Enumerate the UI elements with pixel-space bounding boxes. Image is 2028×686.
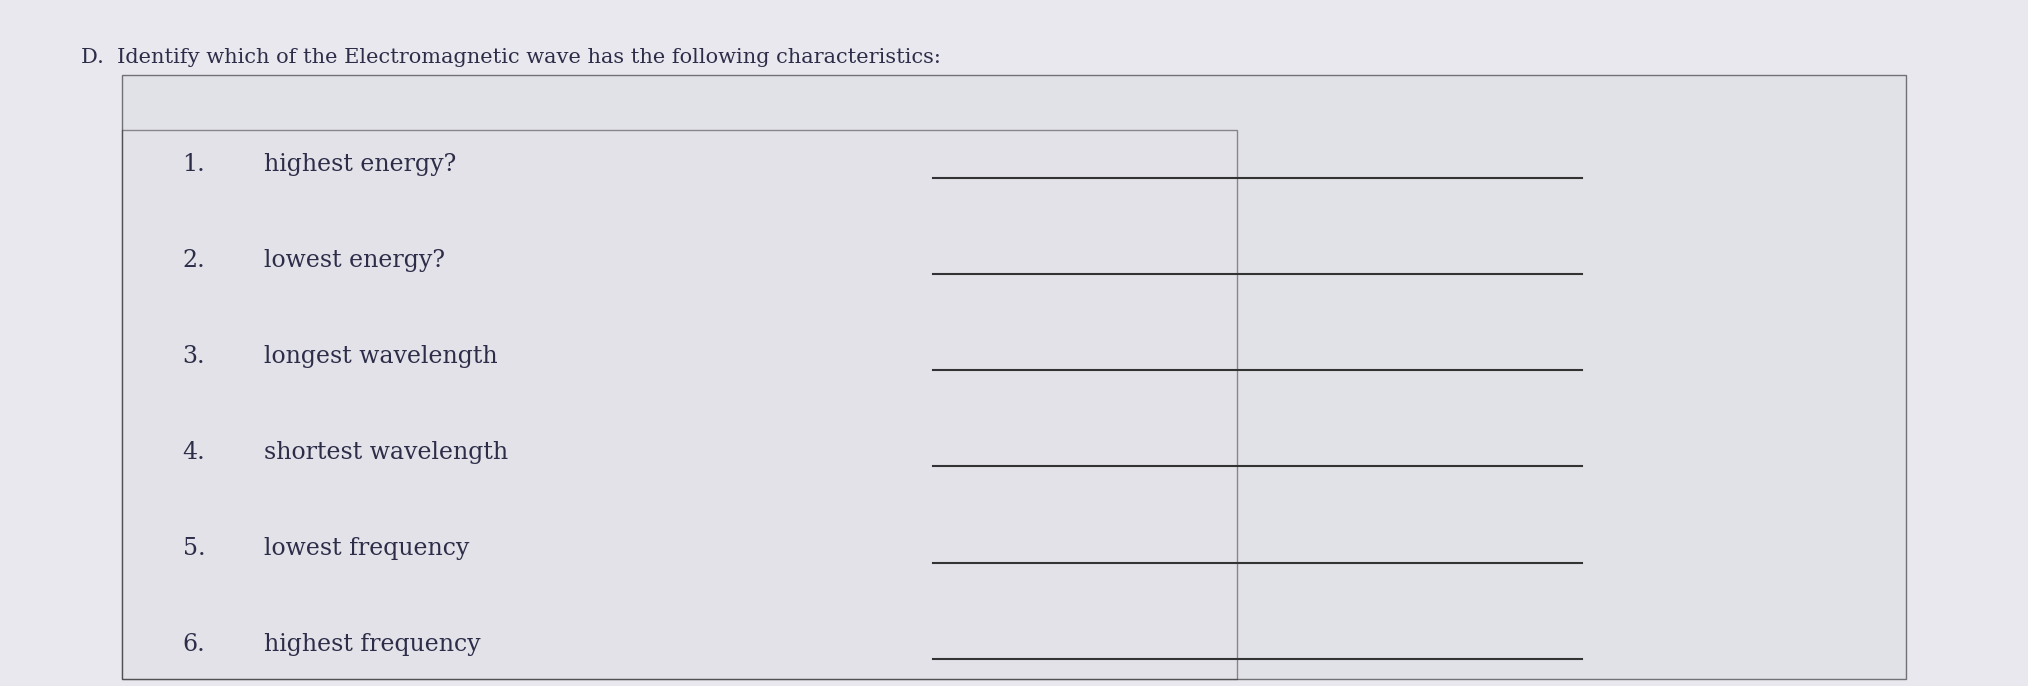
Text: longest wavelength: longest wavelength [264, 345, 497, 368]
FancyBboxPatch shape [122, 75, 1906, 679]
Text: highest energy?: highest energy? [264, 153, 456, 176]
Text: 5.: 5. [183, 537, 205, 560]
Text: lowest energy?: lowest energy? [264, 249, 444, 272]
Text: 6.: 6. [183, 633, 205, 657]
Text: shortest wavelength: shortest wavelength [264, 441, 507, 464]
Text: 1.: 1. [183, 153, 205, 176]
Text: 4.: 4. [183, 441, 205, 464]
Text: D.  Identify which of the Electromagnetic wave has the following characteristics: D. Identify which of the Electromagnetic… [81, 48, 941, 67]
FancyBboxPatch shape [122, 130, 1237, 679]
Text: 3.: 3. [183, 345, 205, 368]
Text: highest frequency: highest frequency [264, 633, 481, 657]
Text: lowest frequency: lowest frequency [264, 537, 468, 560]
Text: 2.: 2. [183, 249, 205, 272]
